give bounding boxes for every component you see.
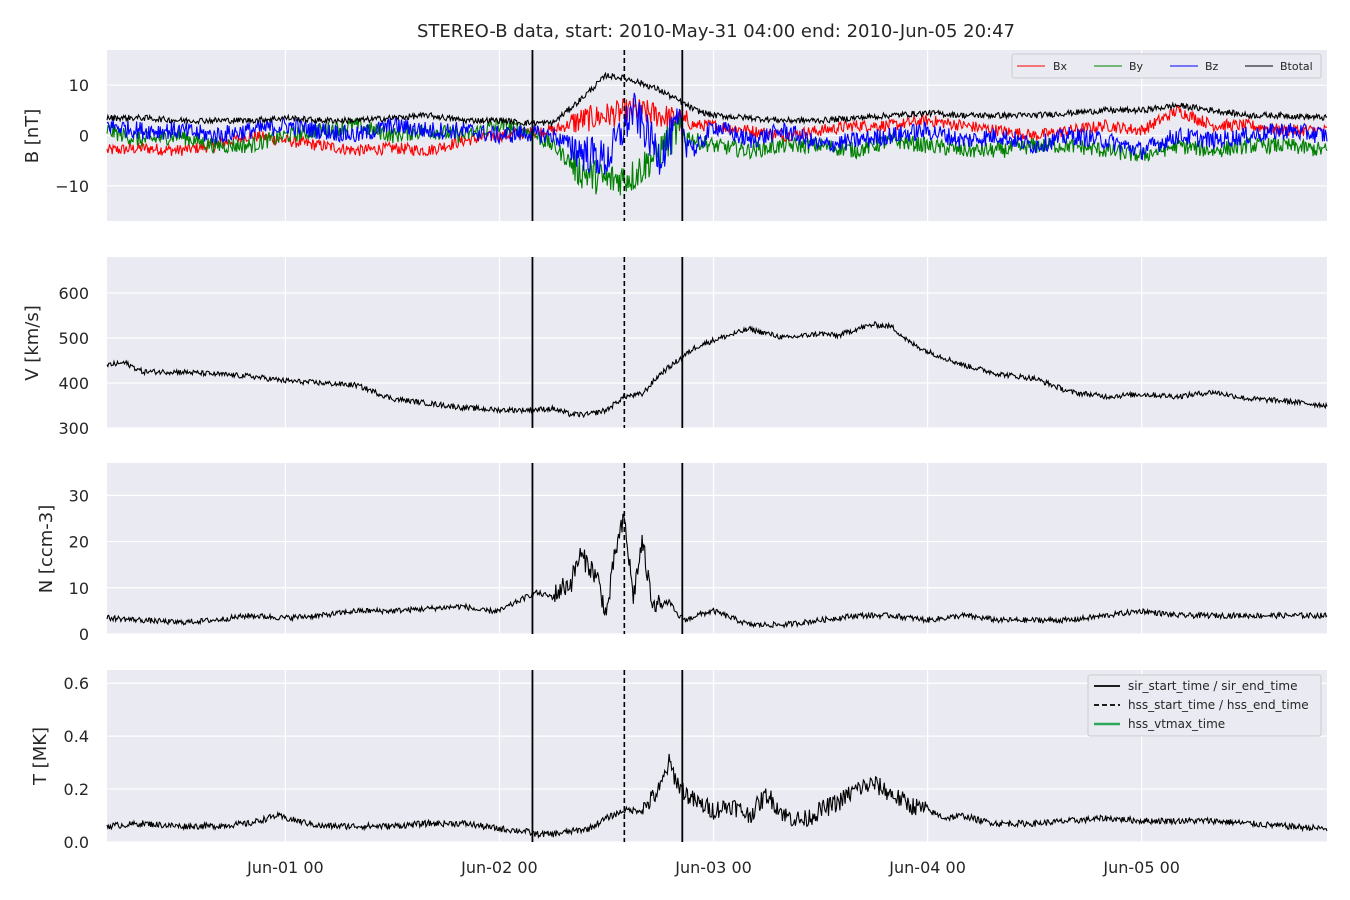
- ytick-label: 20: [69, 533, 89, 552]
- xtick-label: Jun-03 00: [674, 858, 752, 877]
- event-lines-b: [531, 50, 684, 221]
- ytick-label: 0.0: [64, 833, 89, 852]
- panel-magnetic-field: −10 0 10 B [nT] Bx By Bz Btotal: [22, 50, 1328, 221]
- series-line-bz: [106, 92, 1328, 175]
- series-line-btotal: [106, 71, 1328, 128]
- legend-label-bz: Bz: [1205, 60, 1219, 73]
- ytick-label: 0.4: [64, 727, 89, 746]
- ytick-label: 300: [58, 419, 89, 438]
- ytick-label: 0: [79, 127, 89, 146]
- grid-n: [107, 463, 1327, 635]
- series-v: [106, 321, 1328, 419]
- yticks-n: 0 10 20 30: [69, 486, 89, 644]
- plot-area-v: [107, 257, 1327, 428]
- event-lines-t: [531, 670, 684, 842]
- grid-v: [107, 257, 1327, 429]
- event-lines-v: [531, 257, 684, 428]
- ytick-label: 0.6: [64, 674, 89, 693]
- legend-label-sir: sir_start_time / sir_end_time: [1128, 679, 1298, 693]
- series-b: [106, 71, 1328, 196]
- ylabel-v: V [km/s]: [22, 305, 43, 380]
- legend-label-vtmax: hss_vtmax_time: [1128, 717, 1225, 731]
- xtick-label: Jun-05 00: [1102, 858, 1180, 877]
- ylabel-t: T [MK]: [30, 727, 51, 786]
- series-line-n: [106, 513, 1328, 629]
- ytick-label: 500: [58, 329, 89, 348]
- legend-label-bx: Bx: [1053, 60, 1068, 73]
- ytick-label: −10: [55, 177, 89, 196]
- x-axis-ticks: Jun-01 00 Jun-02 00 Jun-03 00 Jun-04 00 Jun-…: [246, 858, 1180, 877]
- yticks-v: 300 400 500 600: [58, 284, 89, 438]
- figure-title: STEREO-B data, start: 2010-May-31 04:00 …: [417, 21, 1015, 42]
- ytick-label: 400: [58, 374, 89, 393]
- ylabel-n: N [ccm-3]: [36, 505, 57, 594]
- ytick-label: 0: [79, 625, 89, 644]
- event-lines-n: [531, 463, 684, 634]
- panel-temperature: 0.0 0.2 0.4 0.6 T [MK] sir_start_time / sir…: [30, 670, 1328, 852]
- series-line-v: [106, 321, 1328, 419]
- legend-label-btotal: Btotal: [1280, 60, 1313, 73]
- yticks-t: 0.0 0.2 0.4 0.6: [64, 674, 89, 852]
- xtick-label: Jun-02 00: [460, 858, 538, 877]
- legend-frame-t: [1087, 674, 1322, 737]
- series-line-t: [106, 753, 1328, 839]
- ytick-label: 10: [69, 579, 89, 598]
- legend-label-by: By: [1129, 60, 1144, 73]
- series-n: [106, 513, 1328, 629]
- series-line-by: [106, 114, 1328, 196]
- panel-velocity: 300 400 500 600 V [km/s]: [22, 257, 1328, 438]
- ytick-label: 600: [58, 284, 89, 303]
- legend-frame-b: [1011, 53, 1322, 79]
- xtick-label: Jun-01 00: [246, 858, 324, 877]
- ylabel-b: B [nT]: [22, 109, 43, 164]
- ytick-label: 10: [69, 76, 89, 95]
- legend-t: sir_start_time / sir_end_time hss_start_…: [1087, 674, 1322, 737]
- ytick-label: 30: [69, 486, 89, 505]
- series-t: [106, 753, 1328, 839]
- ytick-label: 0.2: [64, 780, 89, 799]
- panel-density: 0 10 20 30 N [ccm-3]: [36, 463, 1328, 644]
- legend-b: Bx By Bz Btotal: [1011, 53, 1322, 79]
- yticks-b: −10 0 10: [55, 76, 89, 196]
- xtick-label: Jun-04 00: [888, 858, 966, 877]
- plot-area-n: [107, 463, 1327, 634]
- legend-label-hss: hss_start_time / hss_end_time: [1128, 698, 1309, 712]
